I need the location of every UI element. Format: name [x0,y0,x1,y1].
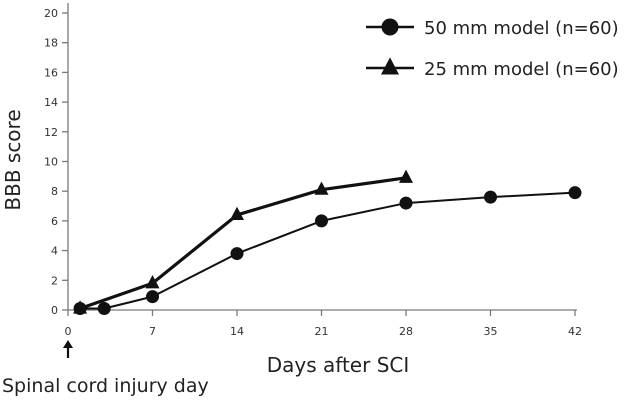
data-point-circle [399,196,413,210]
y-axis-title: BBB score [1,109,25,210]
y-tick-label: 6 [51,215,58,228]
y-tick-label: 8 [51,185,58,198]
y-tick-label: 16 [44,66,58,79]
x-tick-label: 28 [399,325,413,338]
legend-circle-marker [381,18,399,36]
y-tick-label: 2 [51,274,58,287]
legend-triangle-marker [381,57,399,75]
data-point-circle [484,190,497,204]
x-tick-label: 0 [65,325,72,338]
x-tick-label: 42 [568,325,582,338]
x-tick-label: 21 [315,325,329,338]
y-tick-label: 4 [51,245,58,258]
injury-day-arrow-head [63,340,73,348]
y-tick-label: 0 [51,304,58,317]
data-point-circle [146,290,159,304]
series-line-2 [79,176,407,311]
x-tick-label: 14 [230,325,244,338]
series-line-1 [80,191,576,310]
legend-label: 25 mm model (n=60) [424,59,619,80]
y-tick-label: 10 [44,156,58,169]
data-point-triangle [399,169,413,183]
data-point-circle [315,214,328,228]
data-point-triangle [230,206,244,221]
legend-label: 50 mm model (n=60) [424,18,619,39]
data-point-circle [230,247,244,261]
data-point-triangle [145,275,160,289]
x-axis-title: Days after SCI [267,353,410,377]
injury-day-label: Spinal cord injury day [2,375,209,397]
y-tick-label: 14 [44,96,58,109]
x-tick-label: 35 [484,325,498,338]
data-point-circle [568,186,582,200]
y-tick-label: 18 [44,37,58,50]
y-tick-label: 12 [44,126,58,139]
data-point-triangle [73,300,88,314]
y-tick-label: 20 [44,7,58,20]
x-tick-label: 7 [149,325,156,338]
data-point-circle [97,302,111,316]
data-point-triangle [314,181,329,195]
